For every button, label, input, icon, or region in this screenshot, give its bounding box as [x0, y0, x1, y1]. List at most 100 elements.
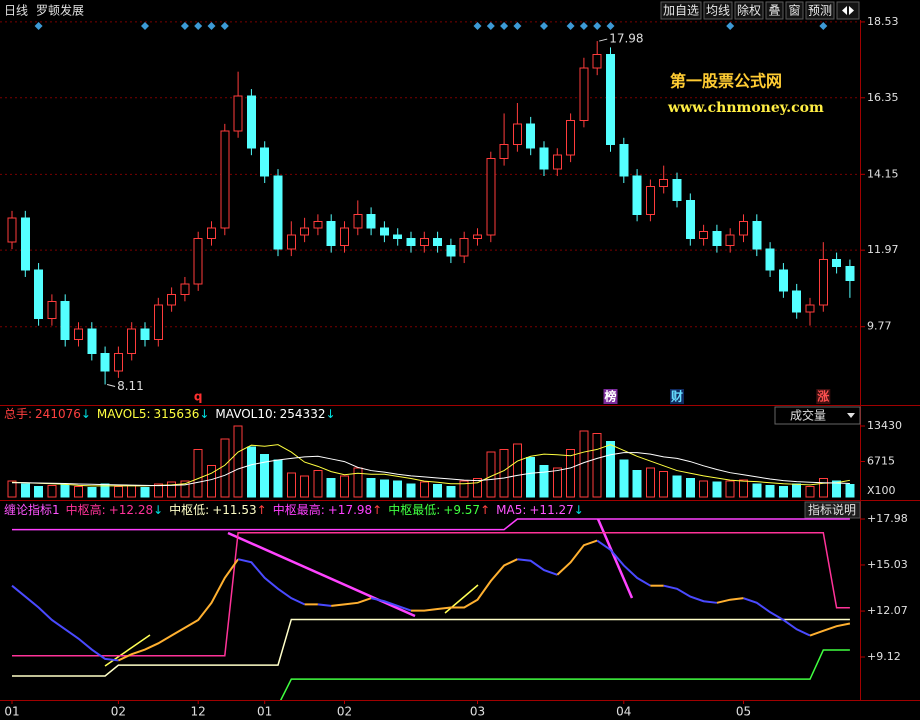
nav-button[interactable]	[836, 1, 860, 20]
trend-line	[743, 597, 811, 637]
volume-bar	[100, 483, 110, 498]
candle-body	[313, 220, 323, 229]
button-frame[interactable]	[660, 1, 702, 20]
candle-body	[765, 248, 775, 271]
volume-bar	[672, 475, 682, 498]
legend-arrow: ↓	[574, 503, 584, 517]
volume-bar	[7, 480, 17, 498]
candle-body	[832, 259, 842, 268]
button-label[interactable]: 预测	[808, 4, 832, 18]
volume-bar	[34, 485, 44, 498]
legend-name: 中枢最高:	[273, 502, 325, 517]
button-label[interactable]: 叠	[768, 4, 780, 18]
volume-bar	[765, 484, 775, 498]
leader-line	[106, 383, 116, 387]
candle-body	[579, 67, 589, 121]
trend-line	[104, 634, 151, 667]
volume-bar	[113, 485, 123, 498]
button-frame[interactable]	[703, 1, 733, 20]
button-frame[interactable]	[804, 501, 861, 519]
volume-bar	[193, 448, 203, 498]
volume-bar	[632, 470, 642, 498]
candle-body	[606, 53, 615, 146]
volume-bar	[433, 483, 443, 498]
candle-body	[486, 158, 496, 236]
marker-bg	[670, 389, 684, 404]
button-frame[interactable]	[765, 1, 784, 20]
legend-name: 中枢低:	[169, 502, 209, 517]
legend-name: MAVOL10:	[215, 407, 276, 421]
dropdown-label[interactable]: 成交量	[790, 408, 826, 423]
signal-diamond	[606, 22, 615, 30]
candle-body	[845, 266, 855, 281]
volume-bar	[792, 483, 802, 498]
volume-bar	[47, 484, 57, 498]
candle-body	[552, 154, 562, 170]
trend-line	[411, 558, 518, 612]
legend-arrow: ↑	[257, 503, 267, 517]
y-tick-label: 11.97	[867, 243, 899, 256]
button-frame[interactable]	[805, 1, 835, 20]
candle-body	[286, 234, 296, 250]
candle-body	[393, 234, 403, 240]
candle-body	[645, 185, 655, 215]
volume-bar	[340, 475, 349, 498]
signal-diamond	[513, 22, 522, 30]
button-frame[interactable]	[734, 1, 764, 20]
button-label[interactable]: 除权	[737, 3, 761, 18]
button-label[interactable]: 窗	[788, 4, 800, 18]
volume-bar	[127, 484, 137, 498]
candle-body	[87, 328, 97, 355]
candle-body	[433, 238, 443, 247]
volume-bar	[473, 477, 482, 498]
candle-body	[140, 328, 150, 341]
volume-bar	[366, 477, 376, 498]
candle-body	[419, 238, 429, 247]
legend-value: +17.98	[328, 503, 372, 517]
x-tick-label: 04	[616, 705, 631, 719]
candle-body	[406, 238, 416, 247]
legend-name: 中枢高:	[66, 502, 106, 517]
dropdown[interactable]	[774, 406, 861, 425]
candle-body	[592, 53, 602, 69]
volume-bar	[379, 479, 389, 498]
button-label[interactable]: 加自选	[663, 4, 699, 18]
y-tick-label: 9.77	[867, 320, 892, 333]
trend-line	[716, 597, 744, 604]
x-tick-label: 02	[111, 705, 126, 719]
button-frame[interactable]	[785, 1, 804, 20]
candle-body	[100, 353, 110, 372]
legend-value: +11.53	[212, 503, 256, 517]
volume-bar	[486, 451, 496, 498]
legend-arrow: ↓	[199, 407, 209, 421]
candle-body	[233, 95, 243, 132]
volume-bar	[393, 480, 403, 498]
trend-line	[11, 584, 119, 662]
nav-icon	[842, 6, 847, 15]
y-tick-label: +15.03	[867, 558, 908, 571]
leader-line	[599, 38, 608, 42]
candle-body	[113, 353, 123, 372]
volume-bar	[180, 480, 190, 498]
signal-diamond	[819, 22, 828, 30]
indicator-help-button[interactable]: 指标说明	[808, 502, 856, 517]
volume-bar	[60, 484, 70, 498]
candle-body	[818, 259, 828, 306]
volume-bar	[699, 480, 709, 498]
x-tick-label: 12	[191, 705, 206, 719]
candle-body	[127, 328, 137, 355]
legend-value: 241076	[35, 407, 81, 421]
legend-arrow: ↑	[480, 503, 490, 517]
button-label[interactable]: 均线	[706, 4, 730, 18]
candle-body	[739, 220, 748, 236]
legend-value: 254332	[280, 407, 326, 421]
marker-bg	[816, 389, 831, 404]
signal-diamond	[473, 22, 482, 30]
candle-body	[246, 95, 256, 149]
period-tab[interactable]: 日线	[4, 4, 28, 18]
marker-bg	[191, 389, 206, 404]
signal-diamond	[194, 22, 203, 30]
marker: q	[194, 390, 203, 404]
candle-body	[659, 179, 669, 187]
